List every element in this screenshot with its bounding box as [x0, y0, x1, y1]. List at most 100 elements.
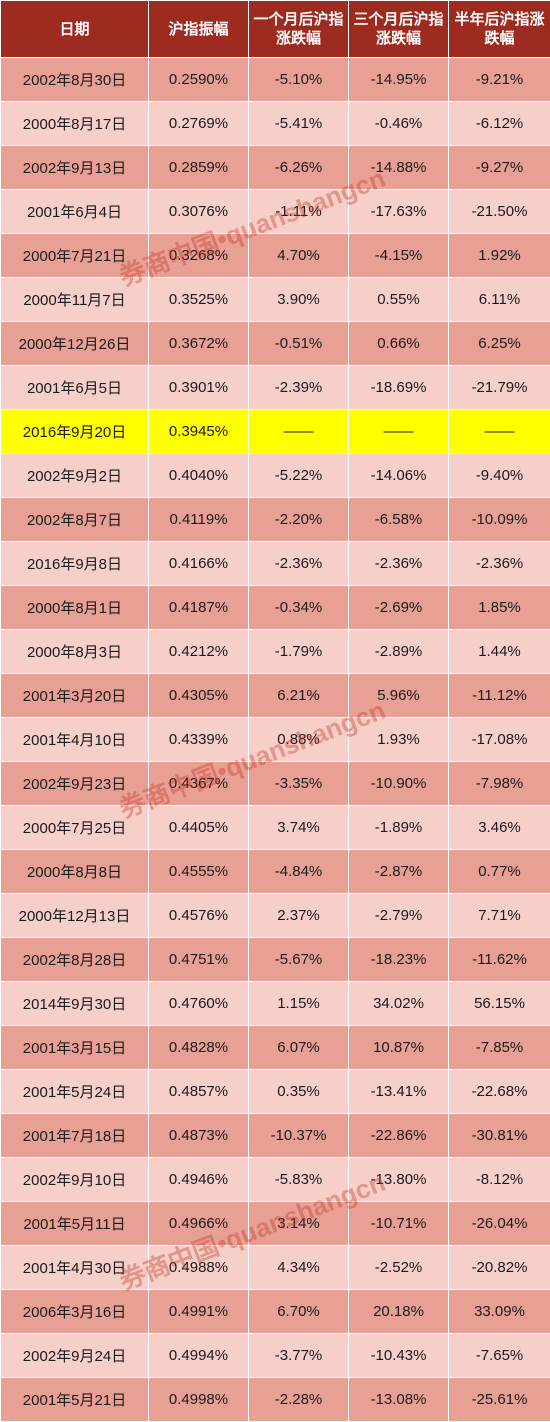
cell-amplitude: 0.4187%: [149, 586, 249, 630]
cell-3month-change: 1.93%: [349, 718, 449, 762]
cell-3month-change: -18.69%: [349, 366, 449, 410]
cell-3month-change: -1.89%: [349, 806, 449, 850]
cell-1month-change: -0.51%: [249, 322, 349, 366]
cell-date: 2002年8月7日: [1, 498, 149, 542]
cell-date: 2001年6月4日: [1, 190, 149, 234]
cell-6month-change: 33.09%: [449, 1290, 550, 1334]
header-date: 日期: [1, 1, 149, 58]
header-row: 日期 沪指振幅 一个月后沪指涨跌幅 三个月后沪指涨跌幅 半年后沪指涨跌幅: [1, 1, 550, 58]
cell-3month-change: -22.86%: [349, 1114, 449, 1158]
cell-3month-change: -14.06%: [349, 454, 449, 498]
cell-1month-change: -2.20%: [249, 498, 349, 542]
cell-6month-change: 1.92%: [449, 234, 550, 278]
cell-date: 2001年4月30日: [1, 1246, 149, 1290]
cell-3month-change: 34.02%: [349, 982, 449, 1026]
header-3month-change: 三个月后沪指涨跌幅: [349, 1, 449, 58]
cell-1month-change: -6.26%: [249, 146, 349, 190]
cell-6month-change: -9.40%: [449, 454, 550, 498]
cell-3month-change: 20.18%: [349, 1290, 449, 1334]
cell-3month-change: -13.08%: [349, 1378, 449, 1422]
cell-amplitude: 0.3945%: [149, 410, 249, 454]
header-1month-change: 一个月后沪指涨跌幅: [249, 1, 349, 58]
cell-3month-change: -2.87%: [349, 850, 449, 894]
cell-date: 2001年6月5日: [1, 366, 149, 410]
cell-6month-change: -7.65%: [449, 1334, 550, 1378]
cell-amplitude: 0.4119%: [149, 498, 249, 542]
cell-amplitude: 0.4040%: [149, 454, 249, 498]
cell-amplitude: 0.4994%: [149, 1334, 249, 1378]
cell-3month-change: 0.66%: [349, 322, 449, 366]
cell-3month-change: -0.46%: [349, 102, 449, 146]
cell-6month-change: -10.09%: [449, 498, 550, 542]
cell-1month-change: 3.14%: [249, 1202, 349, 1246]
cell-amplitude: 0.3076%: [149, 190, 249, 234]
cell-3month-change: -13.80%: [349, 1158, 449, 1202]
cell-amplitude: 0.4751%: [149, 938, 249, 982]
cell-6month-change: -22.68%: [449, 1070, 550, 1114]
cell-1month-change: 6.07%: [249, 1026, 349, 1070]
cell-amplitude: 0.4405%: [149, 806, 249, 850]
cell-date: 2014年9月30日: [1, 982, 149, 1026]
cell-amplitude: 0.2590%: [149, 58, 249, 102]
cell-3month-change: -2.52%: [349, 1246, 449, 1290]
cell-6month-change: 3.46%: [449, 806, 550, 850]
cell-6month-change: -25.61%: [449, 1378, 550, 1422]
cell-6month-change: -9.27%: [449, 146, 550, 190]
cell-date: 2002年8月30日: [1, 58, 149, 102]
cell-date: 2000年8月1日: [1, 586, 149, 630]
cell-3month-change: 5.96%: [349, 674, 449, 718]
cell-date: 2001年5月24日: [1, 1070, 149, 1114]
cell-1month-change: ——: [249, 410, 349, 454]
cell-amplitude: 0.4873%: [149, 1114, 249, 1158]
cell-6month-change: 56.15%: [449, 982, 550, 1026]
cell-3month-change: -13.41%: [349, 1070, 449, 1114]
cell-amplitude: 0.2769%: [149, 102, 249, 146]
cell-amplitude: 0.3672%: [149, 322, 249, 366]
cell-3month-change: -2.89%: [349, 630, 449, 674]
cell-1month-change: 0.88%: [249, 718, 349, 762]
cell-amplitude: 0.2859%: [149, 146, 249, 190]
cell-3month-change: ——: [349, 410, 449, 454]
cell-3month-change: -10.71%: [349, 1202, 449, 1246]
cell-6month-change: -11.62%: [449, 938, 550, 982]
cell-1month-change: 3.90%: [249, 278, 349, 322]
cell-1month-change: 4.34%: [249, 1246, 349, 1290]
cell-amplitude: 0.4828%: [149, 1026, 249, 1070]
cell-date: 2001年7月18日: [1, 1114, 149, 1158]
cell-6month-change: -7.98%: [449, 762, 550, 806]
cell-1month-change: -4.84%: [249, 850, 349, 894]
cell-date: 2001年3月15日: [1, 1026, 149, 1070]
cell-6month-change: 0.77%: [449, 850, 550, 894]
header-6month-change: 半年后沪指涨跌幅: [449, 1, 550, 58]
cell-date: 2001年3月20日: [1, 674, 149, 718]
cell-6month-change: -7.85%: [449, 1026, 550, 1070]
cell-3month-change: -14.88%: [349, 146, 449, 190]
cell-3month-change: -17.63%: [349, 190, 449, 234]
cell-6month-change: 6.25%: [449, 322, 550, 366]
cell-date: 2002年9月2日: [1, 454, 149, 498]
cell-6month-change: -11.12%: [449, 674, 550, 718]
cell-date: 2016年9月8日: [1, 542, 149, 586]
cell-date: 2001年4月10日: [1, 718, 149, 762]
cell-1month-change: -5.83%: [249, 1158, 349, 1202]
cell-amplitude: 0.4966%: [149, 1202, 249, 1246]
cell-date: 2006年3月16日: [1, 1290, 149, 1334]
cell-date: 2002年8月28日: [1, 938, 149, 982]
